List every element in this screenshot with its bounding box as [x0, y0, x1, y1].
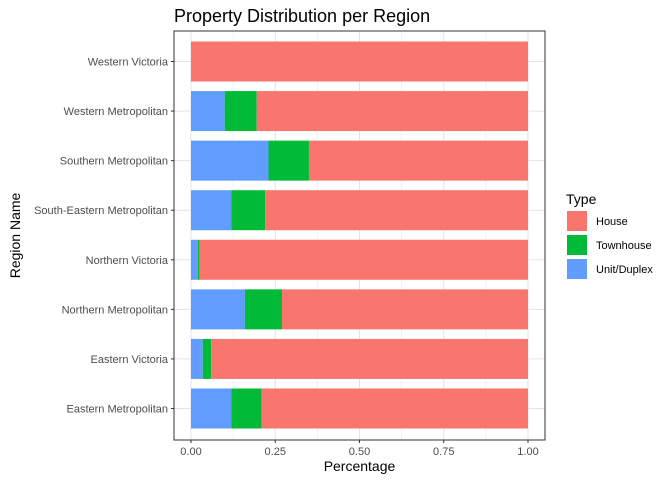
bar-segment-unit-duplex [191, 388, 232, 429]
y-tick-label: Southern Metropolitan [60, 156, 168, 168]
legend-title: Type [566, 191, 597, 207]
x-tick-label: 0.25 [265, 446, 286, 458]
legend-swatch [567, 235, 587, 255]
y-tick-label: Western Victoria [88, 57, 169, 69]
bar-segment-townhouse [197, 239, 200, 280]
bar-segment-unit-duplex [191, 91, 225, 132]
bar-segment-townhouse [224, 91, 257, 132]
x-tick-label: 0.50 [349, 446, 370, 458]
bar-segment-townhouse [202, 338, 212, 379]
y-tick-label: Eastern Metropolitan [67, 404, 169, 416]
y-tick-label: Northern Metropolitan [62, 304, 168, 316]
bar-segment-unit-duplex [191, 190, 232, 231]
y-tick-label: Eastern Victoria [91, 354, 169, 366]
legend-label: House [596, 216, 628, 228]
y-tick-label: Western Metropolitan [64, 106, 168, 118]
x-tick-label: 0.75 [433, 446, 454, 458]
bar-segment-townhouse [244, 289, 282, 330]
x-axis-label: Percentage [324, 458, 396, 474]
legend-swatch [567, 259, 587, 279]
legend-label: Unit/Duplex [596, 264, 653, 276]
bar-segment-house [281, 289, 528, 330]
y-tick-label: South-Eastern Metropolitan [34, 205, 168, 217]
legend-swatch [567, 211, 587, 231]
bar-segment-unit-duplex [191, 239, 198, 280]
bar-segment-house [211, 338, 528, 379]
x-tick-label: 0.00 [180, 446, 201, 458]
bar-segment-house [265, 190, 528, 231]
bar-segment-unit-duplex [191, 338, 203, 379]
bar-segment-unit-duplex [191, 140, 269, 181]
bar-segment-townhouse [231, 190, 266, 231]
bar-segment-house [199, 239, 529, 280]
bar-segment-townhouse [268, 140, 309, 181]
bar-segment-unit-duplex [191, 289, 245, 330]
bar-segment-house [308, 140, 528, 181]
bar-segment-townhouse [231, 388, 262, 429]
bar-segment-house [261, 388, 528, 429]
x-tick-label: 1.00 [517, 446, 538, 458]
bars [191, 41, 529, 429]
legend: Type House Townhouse Unit/Duplex [566, 191, 653, 279]
bar-segment-house [191, 41, 528, 82]
y-axis-label: Region Name [7, 192, 23, 278]
chart-title: Property Distribution per Region [174, 6, 430, 26]
y-tick-label: Northern Victoria [86, 255, 169, 267]
y-axis-ticks: Western Victoria Western Metropolitan Sout… [34, 57, 174, 416]
bar-segment-house [256, 91, 528, 132]
x-axis-ticks: 0.00 0.25 0.50 0.75 1.00 [180, 440, 539, 458]
legend-label: Townhouse [596, 240, 652, 252]
